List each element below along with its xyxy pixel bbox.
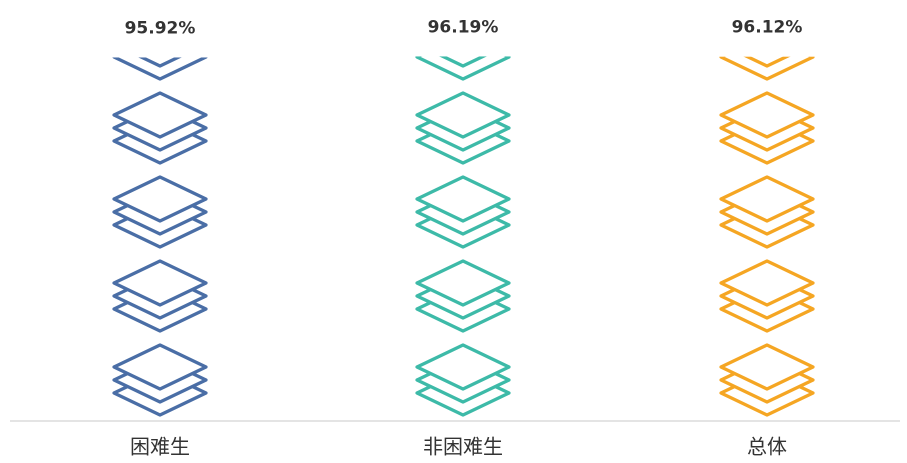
bar	[415, 56, 511, 421]
bar	[112, 57, 208, 422]
value-label: 95.92%	[125, 18, 196, 38]
value-label: 96.19%	[428, 17, 499, 37]
x-tick-label: 总体	[747, 435, 787, 459]
x-tick-label: 非困难生	[423, 435, 503, 459]
value-label: 96.12%	[732, 18, 803, 38]
x-tick-label: 困难生	[130, 435, 190, 459]
bar	[719, 56, 815, 421]
